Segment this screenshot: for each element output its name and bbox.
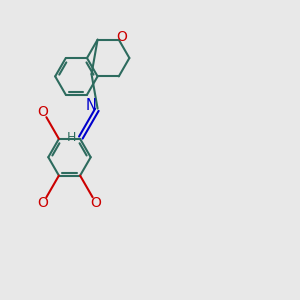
Text: O: O [38, 196, 49, 210]
Text: O: O [38, 105, 49, 118]
Text: N: N [86, 98, 97, 113]
Text: O: O [116, 30, 127, 44]
Text: O: O [90, 196, 101, 210]
Text: H: H [67, 131, 76, 144]
